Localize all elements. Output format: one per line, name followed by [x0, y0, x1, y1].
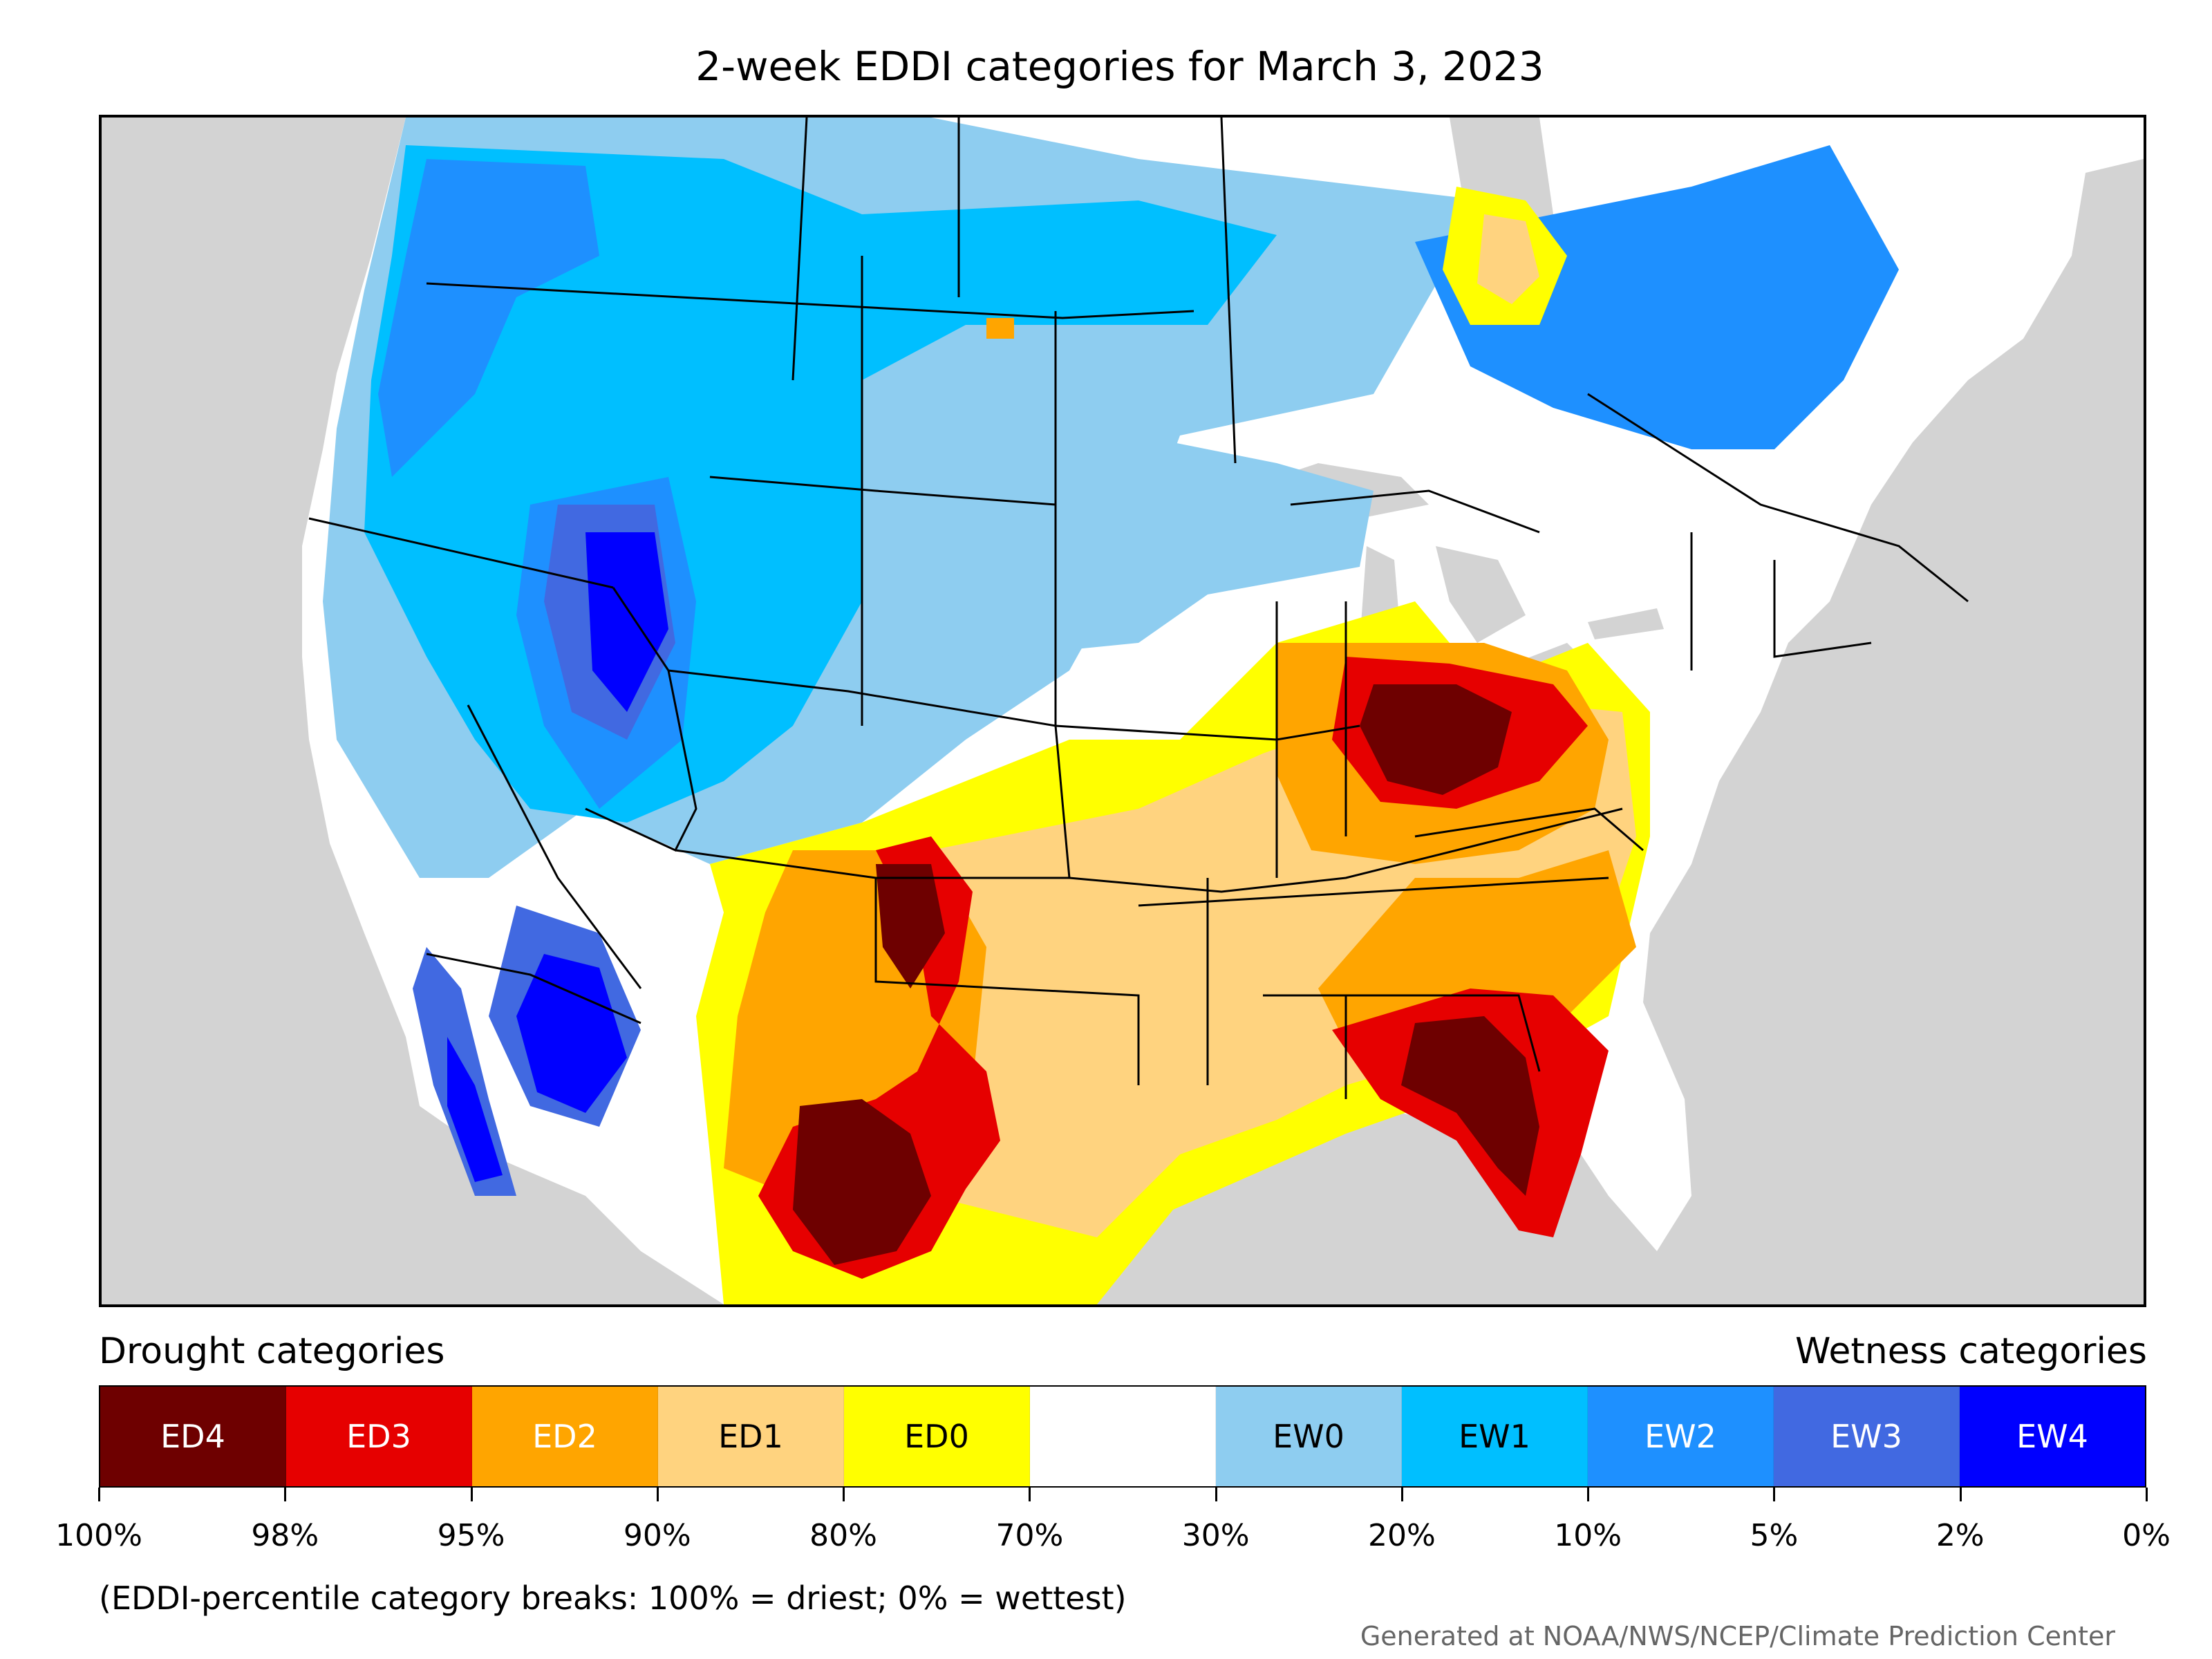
lake-ontario — [1588, 608, 1664, 639]
colorbar-tick — [2146, 1488, 2148, 1501]
colorbar-tick-label: 70% — [995, 1518, 1064, 1553]
colorbar-tick — [1215, 1488, 1217, 1501]
colorbar-tick — [1773, 1488, 1776, 1501]
colorbar-tick — [1587, 1488, 1590, 1501]
category-breaks-note: (EDDI-percentile category breaks: 100% =… — [99, 1580, 1127, 1617]
colorbar-cell-ed4: ED4 — [100, 1387, 286, 1486]
colorbar-tick-label: 95% — [437, 1518, 505, 1553]
colorbar-tick — [1029, 1488, 1031, 1501]
credit-line: Generated at NOAA/NWS/NCEP/Climate Predi… — [1360, 1621, 2115, 1651]
drought-regions — [696, 187, 1650, 1304]
category-colorbar: ED4 ED3 ED2 ED1 ED0 EW0 EW1 EW2 EW3 EW4 — [99, 1385, 2146, 1488]
colorbar-tick — [470, 1488, 473, 1501]
colorbar-cell-ew4: EW4 — [1960, 1387, 2145, 1486]
drought-categories-label: Drought categories — [99, 1331, 445, 1372]
colorbar-cell-ed0: ED0 — [844, 1387, 1030, 1486]
colorbar-tick-label: 98% — [251, 1518, 319, 1553]
colorbar-tick — [843, 1488, 845, 1501]
eddi-map — [99, 115, 2146, 1307]
colorbar-tick-label: 80% — [809, 1518, 877, 1553]
colorbar-tick-label: 100% — [55, 1518, 142, 1553]
chart-title: 2-week EDDI categories for March 3, 2023 — [695, 43, 1544, 90]
colorbar-tick — [1400, 1488, 1403, 1501]
colorbar-cell-ew0: EW0 — [1216, 1387, 1402, 1486]
colorbar-tick-label: 30% — [1181, 1518, 1250, 1553]
political-boundaries — [308, 118, 1969, 1099]
colorbar-tick-label: 5% — [1750, 1518, 1799, 1553]
colorbar-cell-ew3: EW3 — [1774, 1387, 1960, 1486]
colorbar-tick — [656, 1488, 659, 1501]
lake-huron — [1436, 546, 1526, 643]
colorbar-tick-label: 10% — [1554, 1518, 1622, 1553]
colorbar-tick-label: 20% — [1368, 1518, 1436, 1553]
colorbar-tick-label: 90% — [623, 1518, 691, 1553]
colorbar-cell-ew1: EW1 — [1402, 1387, 1588, 1486]
colorbar-cell-ed3: ED3 — [286, 1387, 472, 1486]
colorbar-cell-ew2: EW2 — [1588, 1387, 1774, 1486]
colorbar-tick-label: 0% — [2122, 1518, 2171, 1553]
colorbar-ticks — [98, 1488, 2148, 1501]
wetness-categories-label: Wetness categories — [1795, 1331, 2147, 1372]
colorbar-tick — [1959, 1488, 1962, 1501]
colorbar-cell-ed1: ED1 — [658, 1387, 844, 1486]
colorbar-tick-labels: 100% 98% 95% 90% 80% 70% 30% 20% 10% 5% 2% 0% — [55, 1518, 2171, 1559]
colorbar-tick — [284, 1488, 287, 1501]
colorbar-cell-ed2: ED2 — [472, 1387, 658, 1486]
colorbar-tick-label: 2% — [1936, 1518, 1985, 1553]
map-svg — [302, 118, 2144, 1304]
colorbar-tick — [98, 1488, 100, 1501]
colorbar-cell-neutral — [1030, 1387, 1216, 1486]
